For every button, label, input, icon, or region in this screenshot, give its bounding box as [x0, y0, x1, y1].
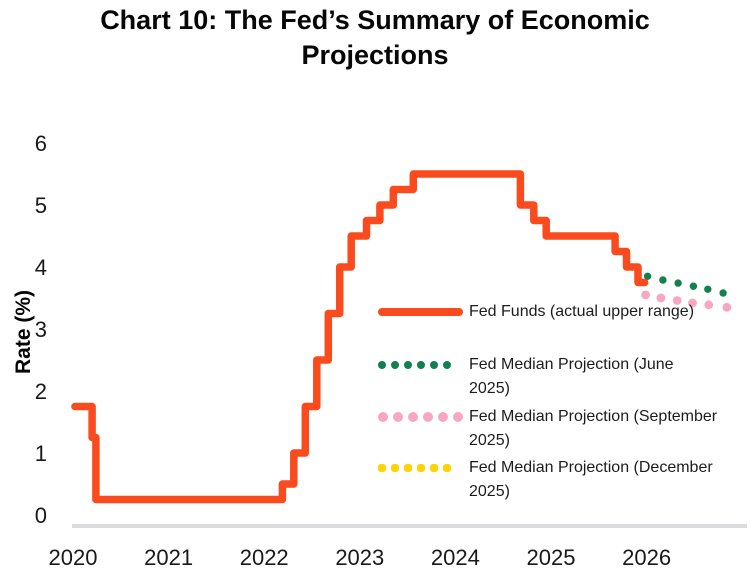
dot-swatch: [378, 361, 386, 369]
chart-title: Chart 10: The Fed’s Summary of Economic …: [0, 3, 750, 73]
projection-dot-september-2025: [722, 302, 732, 312]
projection-dot-september-2025: [656, 293, 666, 303]
fed-funds-line: [71, 170, 649, 504]
dot-swatch: [443, 361, 451, 369]
dot-swatch: [430, 361, 438, 369]
dot-swatch: [417, 464, 425, 472]
line-swatch-bar: [378, 308, 463, 316]
x-tick-label: 2025: [527, 545, 576, 570]
projection-dot-june-2025: [659, 276, 667, 284]
x-tick-label: 2026: [622, 545, 671, 570]
y-tick-label: 1: [35, 441, 47, 466]
y-tick-label: 4: [35, 255, 47, 280]
dot-swatch: [391, 464, 399, 472]
y-tick-label: 2: [35, 379, 47, 404]
legend-label: 2025): [469, 432, 510, 449]
dot-swatch: [417, 361, 425, 369]
dot-swatch: [423, 412, 433, 422]
dot-swatch: [438, 412, 448, 422]
x-tick-label: 2024: [431, 545, 480, 570]
x-tick-label: 2021: [144, 545, 193, 570]
december-projection-dots-swatch: [378, 456, 469, 480]
x-tick-label: 2023: [335, 545, 384, 570]
projection-dot-june-2025: [674, 279, 682, 287]
y-tick-label: 3: [35, 317, 47, 342]
dot-swatch: [404, 361, 412, 369]
dot-swatch: [453, 412, 463, 422]
projection-dot-september-2025: [704, 300, 714, 310]
legend-label: 2025): [469, 483, 510, 500]
projection-dot-june-2025: [704, 285, 712, 293]
y-tick-label: 5: [35, 193, 47, 218]
legend-label: 2025): [469, 380, 510, 397]
x-tick-label: 2022: [240, 545, 289, 570]
legend-label: Fed Median Projection (September: [469, 408, 718, 425]
dot-swatch: [391, 361, 399, 369]
projection-dot-june-2025: [689, 282, 698, 290]
projection-dot-september-2025: [672, 296, 682, 305]
dot-swatch: [404, 464, 412, 472]
projection-dot-june-2025: [719, 289, 727, 297]
legend-entry-fed-funds: Fed Funds (actual upper range): [378, 300, 694, 324]
projection-dot-september-2025: [688, 298, 697, 308]
dot-swatch: [430, 464, 438, 472]
chart-title-text: Chart 10: The Fed’s Summary of Economic …: [100, 5, 650, 70]
legend-entry-december-2025: Fed Median Projection (December 2025): [378, 456, 713, 504]
y-axis-label: Rate (%): [12, 289, 35, 375]
legend-label: Fed Median Projection (December: [469, 459, 713, 476]
legend-label: Fed Median Projection (June: [469, 356, 674, 373]
fed-funds-line-swatch: [378, 300, 469, 324]
dot-swatch: [393, 412, 403, 422]
legend-label: Fed Funds (actual upper range): [469, 303, 695, 320]
y-tick-label: 0: [35, 503, 47, 528]
x-tick-label: 2020: [49, 545, 98, 570]
dot-swatch: [443, 464, 451, 472]
y-tick-label: 6: [35, 131, 47, 156]
legend-entry-june-2025: Fed Median Projection (June 2025): [378, 353, 674, 401]
projection-dot-september-2025: [641, 290, 650, 300]
dot-swatch: [378, 412, 388, 422]
dot-swatch: [408, 412, 418, 422]
legend-entry-september-2025: Fed Median Projection (September 2025): [378, 405, 717, 453]
september-projection-dots-swatch: [378, 405, 469, 429]
dot-swatch: [378, 464, 386, 472]
projection-dot-june-2025: [643, 272, 652, 280]
june-projection-dots-swatch: [378, 353, 469, 377]
